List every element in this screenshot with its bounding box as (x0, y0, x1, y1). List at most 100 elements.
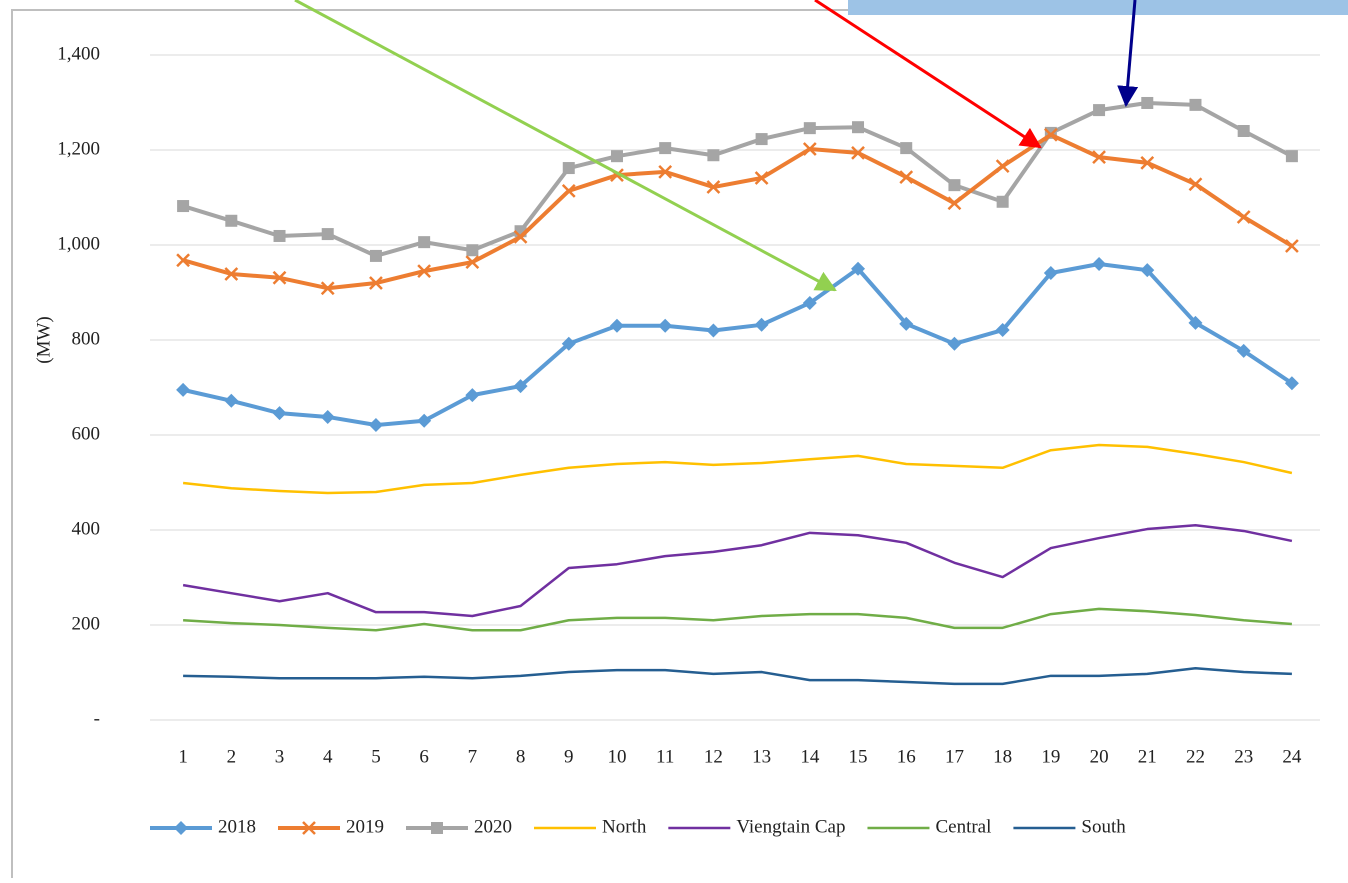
x-tick-label: 21 (1138, 746, 1157, 767)
point-marker (706, 323, 721, 338)
point-marker (802, 142, 817, 156)
x-tick-label: 16 (897, 746, 916, 767)
x-tick-label: 6 (419, 746, 429, 767)
point-marker (1141, 96, 1154, 109)
legend-label: Viengtain Cap (736, 816, 845, 837)
x-tick-label: 3 (275, 746, 285, 767)
point-marker (1285, 239, 1299, 253)
point-marker (996, 195, 1009, 208)
x-tick-label: 18 (993, 746, 1012, 767)
legend-label: 2020 (474, 816, 512, 837)
x-tick-label: 17 (945, 746, 964, 767)
y-axis-label: (MW) (33, 316, 54, 363)
series-line (182, 100, 1293, 258)
point-marker (272, 270, 287, 285)
x-tick-label: 20 (1090, 746, 1109, 767)
point-marker (659, 142, 672, 155)
point-marker (513, 230, 528, 244)
legend-item: South (1013, 816, 1126, 837)
point-marker (272, 406, 287, 421)
point-marker (1140, 155, 1155, 170)
point-marker (431, 822, 443, 834)
y-tick-label: 1,000 (57, 233, 100, 254)
point-marker (947, 336, 962, 351)
y-tick-label: 1,200 (57, 138, 100, 159)
point-marker (176, 253, 190, 268)
point-marker (1188, 177, 1203, 192)
y-tick-label: - (94, 708, 100, 729)
x-tick-label: 8 (516, 746, 526, 767)
point-marker (1189, 98, 1202, 111)
point-marker (176, 382, 191, 397)
legend-label: 2018 (218, 816, 256, 837)
x-tick-label: 7 (468, 746, 478, 767)
point-marker (369, 249, 382, 262)
x-tick-label: 1 (178, 746, 188, 767)
point-marker (465, 255, 480, 269)
y-tick-label: 200 (72, 613, 101, 634)
point-marker (174, 821, 188, 835)
x-tick-label: 14 (800, 746, 820, 767)
y-tick-label: 1,400 (57, 43, 100, 64)
point-marker (1236, 343, 1251, 358)
point-marker (948, 179, 961, 192)
legend-item: North (534, 816, 647, 837)
point-marker (225, 214, 238, 227)
point-marker (561, 336, 576, 351)
annotation-arrow (1117, 0, 1139, 108)
point-marker (658, 164, 673, 179)
annotation-arrow (814, 0, 1042, 149)
legend-label: Central (935, 816, 991, 837)
point-marker (707, 149, 720, 162)
y-tick-label: 800 (72, 328, 101, 349)
x-tick-label: 2 (227, 746, 237, 767)
point-marker (302, 821, 316, 835)
x-tick-label: 5 (371, 746, 381, 767)
x-tick-label: 12 (704, 746, 723, 767)
point-marker (224, 267, 239, 281)
series-line (182, 262, 1294, 428)
legend-item: 2018 (150, 816, 256, 837)
x-tick-label: 11 (656, 746, 674, 767)
x-tick-label: 23 (1234, 746, 1253, 767)
point-marker (1092, 257, 1107, 271)
point-marker (947, 196, 962, 211)
point-marker (1236, 210, 1251, 224)
series-line (183, 666, 1292, 686)
x-tick-label: 15 (849, 746, 868, 767)
point-marker (1285, 150, 1298, 163)
point-marker (609, 318, 624, 333)
point-marker (1237, 125, 1250, 137)
point-marker (851, 261, 866, 276)
point-marker (418, 236, 431, 249)
point-marker (852, 121, 865, 134)
x-tick-label: 19 (1041, 746, 1060, 767)
series-line (183, 607, 1292, 632)
point-marker (706, 180, 721, 194)
x-tick-label: 22 (1186, 746, 1205, 767)
point-marker (802, 295, 817, 310)
point-marker (320, 409, 335, 424)
point-marker (368, 418, 383, 433)
point-marker (417, 413, 432, 428)
point-marker (1043, 266, 1058, 281)
x-tick-label: 4 (323, 746, 333, 767)
legend-label: South (1081, 816, 1126, 837)
point-marker (465, 388, 480, 403)
legend-label: 2019 (346, 816, 384, 837)
x-tick-label: 9 (564, 746, 574, 767)
point-marker (321, 228, 334, 241)
point-marker (177, 200, 190, 213)
point-marker (995, 323, 1010, 338)
point-marker (900, 142, 913, 155)
point-marker (803, 122, 816, 135)
annotation-arrow (294, 0, 837, 292)
series-line (182, 524, 1293, 618)
legend-item: 2020 (406, 816, 512, 837)
point-marker (1284, 376, 1299, 391)
point-marker (417, 264, 432, 279)
legend-item: 2019 (278, 816, 384, 837)
legend-item: Viengtain Cap (668, 816, 845, 837)
